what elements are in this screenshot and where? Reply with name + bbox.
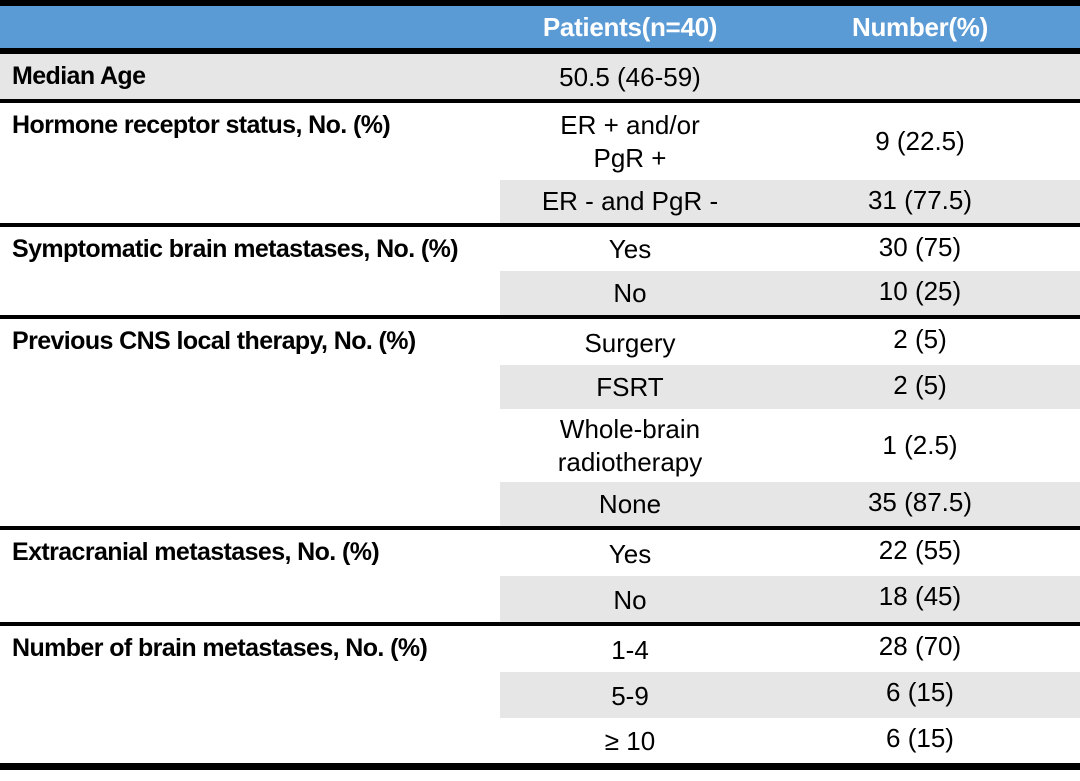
patients-cell-surgery: Surgery [584, 327, 676, 358]
patients-cell-er-pos: ER + and/or PgR + [560, 110, 700, 173]
number-cell-median-age [760, 54, 1080, 99]
patients-cell-er-neg: ER - and PgR - [500, 180, 760, 223]
row-label-symptomatic: Symptomatic brain metastases, No. (%) [12, 235, 459, 263]
patients-cell-symptomatic-no: No [500, 271, 760, 315]
patients-cell-gte-10: ≥ 10 [604, 725, 656, 756]
row-label-extracranial: Extracranial metastases, No. (%) [12, 538, 380, 566]
number-cell-extracranial-yes: 22 (55) [878, 535, 962, 565]
number-cell-er-pos: 9 (22.5) [875, 126, 965, 156]
header-empty-cell [0, 6, 500, 48]
group-symptomatic-brain-metastases: Symptomatic brain metastases, No. (%) Ye… [0, 223, 1080, 315]
number-cell-er-neg: 31 (77.5) [760, 180, 1080, 223]
number-cell-fsrt: 2 (5) [760, 365, 1080, 409]
row-label-hormone-receptor: Hormone receptor status, No. (%) [12, 111, 391, 139]
patients-cell-wbrt: Whole-brain radiotherapy [557, 414, 703, 477]
number-cell-surgery: 2 (5) [893, 324, 947, 354]
patients-cell-median-age: 50.5 (46-59) [500, 54, 760, 99]
group-previous-cns-therapy: Previous CNS local therapy, No. (%) Surg… [0, 315, 1080, 526]
header-patients-column: Patients(n=40) [542, 11, 718, 42]
number-cell-5-9: 6 (15) [760, 672, 1080, 718]
patients-cell-none: None [500, 482, 760, 526]
patients-cell-extracranial-yes: Yes [608, 538, 652, 569]
number-cell-wbrt: 1 (2.5) [882, 430, 958, 460]
table-header-row: Patients(n=40) Number(%) [0, 6, 1080, 54]
group-hormone-receptor-status: Hormone receptor status, No. (%) ER + an… [0, 99, 1080, 223]
number-cell-symptomatic-yes: 30 (75) [878, 232, 962, 262]
row-label-median-age: Median Age [0, 54, 500, 99]
group-number-of-brain-metastases: Number of brain metastases, No. (%) 1-4 … [0, 622, 1080, 763]
patients-cell-5-9: 5-9 [500, 672, 760, 718]
patients-cell-1-4: 1-4 [611, 634, 649, 665]
group-extracranial-metastases: Extracranial metastases, No. (%) Yes 22 … [0, 526, 1080, 622]
number-cell-extracranial-no: 18 (45) [760, 576, 1080, 622]
patients-cell-extracranial-no: No [500, 576, 760, 622]
patients-cell-symptomatic-yes: Yes [608, 233, 652, 264]
row-label-previous-cns: Previous CNS local therapy, No. (%) [12, 327, 416, 355]
header-number-column: Number(%) [852, 11, 988, 42]
number-cell-symptomatic-no: 10 (25) [760, 271, 1080, 315]
number-cell-none: 35 (87.5) [760, 482, 1080, 526]
number-cell-1-4: 28 (70) [878, 631, 962, 661]
group-median-age: Median Age 50.5 (46-59) [0, 54, 1080, 99]
patients-cell-fsrt: FSRT [500, 365, 760, 409]
row-label-number-brain-mets: Number of brain metastases, No. (%) [12, 634, 428, 662]
number-cell-gte-10: 6 (15) [886, 723, 954, 753]
